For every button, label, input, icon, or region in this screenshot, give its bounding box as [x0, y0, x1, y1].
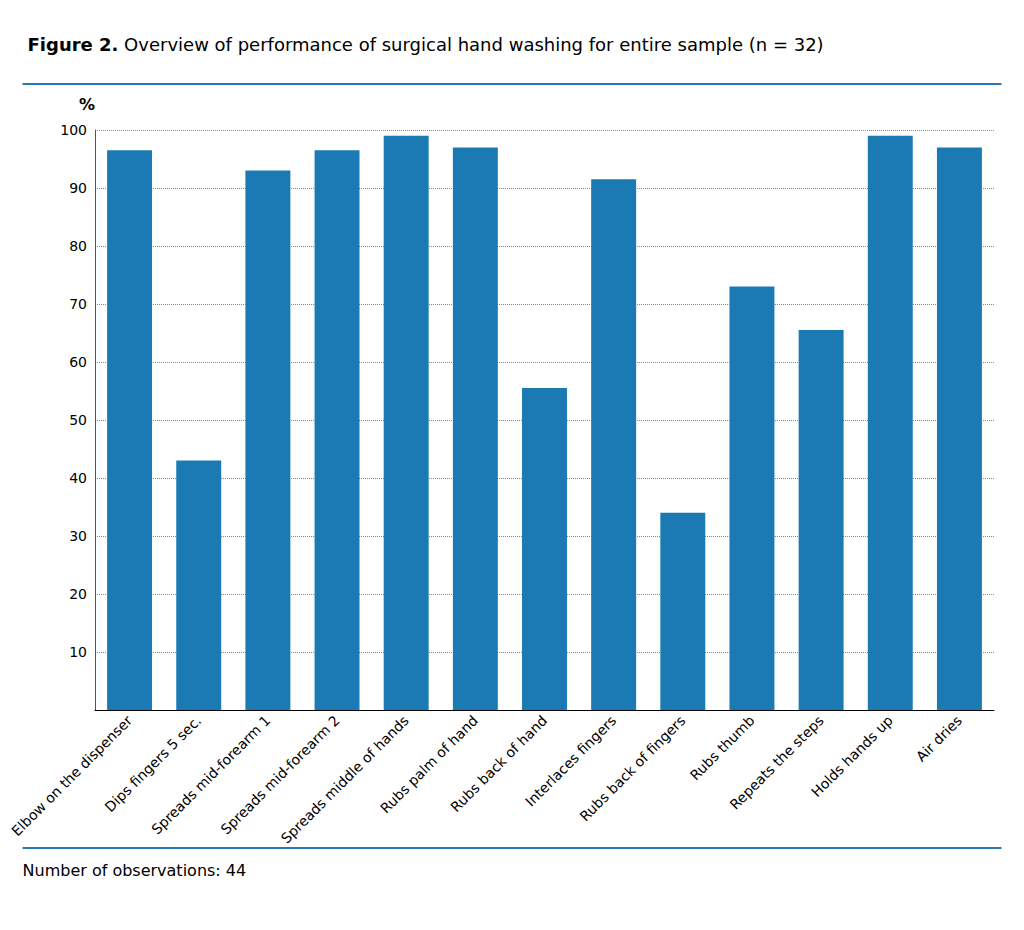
svg-text:Overview of performance of sur: Overview of performance of surgical hand… — [118, 34, 823, 55]
svg-text:Rubs back of fingers: Rubs back of fingers — [576, 712, 688, 824]
svg-text:Air dries: Air dries — [913, 712, 965, 764]
svg-text:Spreads mid-forearm 1: Spreads mid-forearm 1 — [148, 712, 273, 837]
svg-text:Rubs palm of hand: Rubs palm of hand — [377, 712, 481, 817]
svg-text:50: 50 — [69, 412, 87, 428]
svg-text:Holds hands up: Holds hands up — [808, 712, 896, 800]
svg-text:30: 30 — [69, 528, 87, 544]
svg-text:Dips fingers 5 sec.: Dips fingers 5 sec. — [101, 712, 205, 816]
svg-text:80: 80 — [69, 238, 87, 254]
svg-text:Number of observations: 44: Number of observations: 44 — [23, 861, 247, 880]
svg-text:Figure 2.: Figure 2. — [28, 34, 119, 55]
svg-text:40: 40 — [69, 470, 87, 486]
svg-text:Elbow on the dispenser: Elbow on the dispenser — [8, 712, 135, 839]
svg-text:10: 10 — [69, 644, 87, 660]
svg-text:Spreads mid-forearm 2: Spreads mid-forearm 2 — [218, 712, 343, 837]
svg-text:Rubs back of hand: Rubs back of hand — [447, 712, 551, 816]
svg-text:60: 60 — [69, 354, 87, 370]
svg-text:90: 90 — [69, 180, 87, 196]
svg-text:100: 100 — [60, 122, 87, 138]
svg-text:%: % — [79, 95, 95, 114]
svg-text:70: 70 — [69, 296, 87, 312]
svg-text:Interlaces fingers: Interlaces fingers — [522, 712, 620, 810]
svg-text:Repeats the steps: Repeats the steps — [726, 712, 826, 812]
svg-text:Rubs thumb: Rubs thumb — [687, 712, 758, 783]
svg-text:20: 20 — [69, 586, 87, 602]
svg-text:Spreads middle of hands: Spreads middle of hands — [278, 712, 412, 846]
